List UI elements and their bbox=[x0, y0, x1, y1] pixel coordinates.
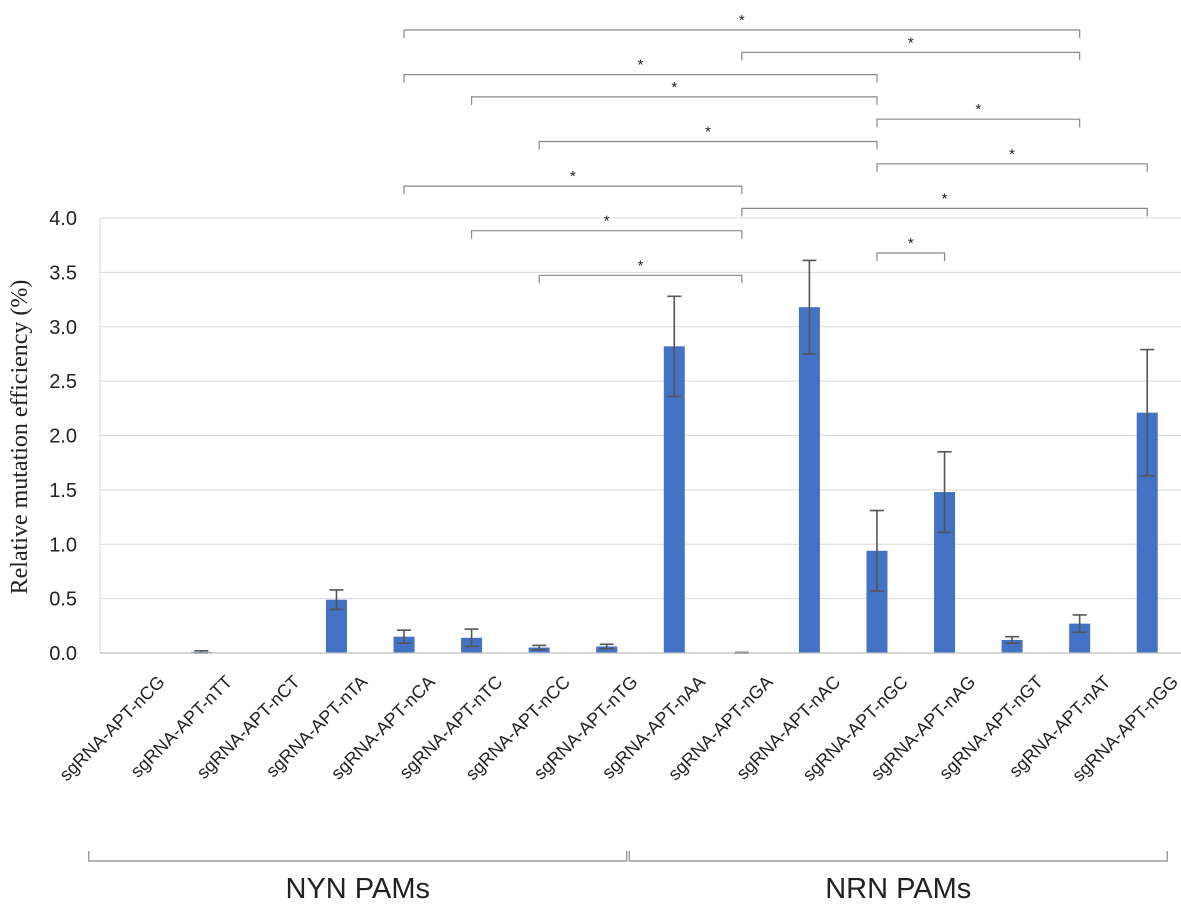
y-tick-label: 0.5 bbox=[49, 589, 77, 611]
significance-bracket bbox=[403, 74, 878, 83]
bar-sgRNA-APT-nGC bbox=[866, 550, 888, 653]
group-label: NYN PAMs bbox=[286, 873, 430, 905]
significance-label: * bbox=[671, 79, 677, 96]
group-bracket bbox=[628, 851, 1168, 862]
pam-groups: NYN PAMs NRN PAMs bbox=[88, 851, 1168, 905]
y-tick-label: 3.5 bbox=[49, 262, 77, 284]
significance-bracket bbox=[470, 96, 878, 105]
significance-label: * bbox=[1009, 146, 1015, 163]
significance-label: * bbox=[942, 190, 948, 207]
significance-bracket bbox=[876, 163, 1148, 172]
bar-sgRNA-APT-nTG bbox=[596, 646, 618, 653]
y-tick-label: 1.5 bbox=[49, 480, 77, 502]
significance-bracket bbox=[403, 29, 1081, 38]
bar-sgRNA-APT-nAA bbox=[663, 346, 685, 653]
bars bbox=[190, 307, 1158, 653]
significance-bracket bbox=[538, 274, 743, 284]
group-bracket bbox=[88, 851, 628, 862]
error-bars bbox=[194, 259, 1155, 654]
significance-label: * bbox=[705, 124, 711, 141]
bar-sgRNA-APT-nCA bbox=[393, 636, 415, 653]
significance-brackets: * * * * * * * * * * * * bbox=[403, 12, 1148, 284]
significance-label: * bbox=[570, 168, 576, 185]
significance-label: * bbox=[604, 213, 610, 230]
significance-bracket bbox=[876, 252, 946, 261]
y-tick-label: 3.0 bbox=[49, 317, 77, 339]
significance-bracket bbox=[876, 118, 1081, 128]
y-tick-label: 1.0 bbox=[49, 534, 77, 556]
bar-sgRNA-APT-nAC bbox=[798, 307, 820, 653]
bar-sgRNA-APT-nAT bbox=[1069, 623, 1091, 653]
axes bbox=[99, 218, 1181, 654]
significance-label: * bbox=[908, 34, 914, 51]
significance-label: * bbox=[975, 101, 981, 118]
y-tick-label: 4.0 bbox=[49, 208, 77, 230]
bar-sgRNA-APT-nTA bbox=[325, 599, 347, 653]
significance-label: * bbox=[638, 257, 644, 274]
significance-bracket bbox=[741, 51, 1081, 61]
group-label: NRN PAMs bbox=[825, 873, 971, 905]
significance-label: * bbox=[739, 12, 745, 29]
significance-bracket bbox=[470, 230, 743, 239]
y-tick-label: 0.0 bbox=[49, 643, 77, 665]
y-axis-label: Relative mutation efficiency (%) bbox=[7, 280, 33, 595]
y-tick-label: 2.0 bbox=[49, 426, 77, 448]
significance-label: * bbox=[638, 57, 644, 74]
x-tick-labels: sgRNA-APT-nCGsgRNA-APT-nTTsgRNA-APT-nCTs… bbox=[55, 672, 1181, 786]
bar-sgRNA-APT-nGG bbox=[1136, 412, 1158, 653]
y-tick-labels: 0.0 0.5 1.0 1.5 2.0 2.5 3.0 3.5 4.0 bbox=[49, 208, 77, 665]
significance-label: * bbox=[908, 235, 914, 252]
significance-bracket bbox=[538, 140, 878, 150]
grid-lines bbox=[100, 217, 1181, 600]
significance-bracket bbox=[741, 207, 1148, 217]
y-tick-label: 2.5 bbox=[49, 371, 77, 393]
significance-bracket bbox=[403, 185, 743, 195]
